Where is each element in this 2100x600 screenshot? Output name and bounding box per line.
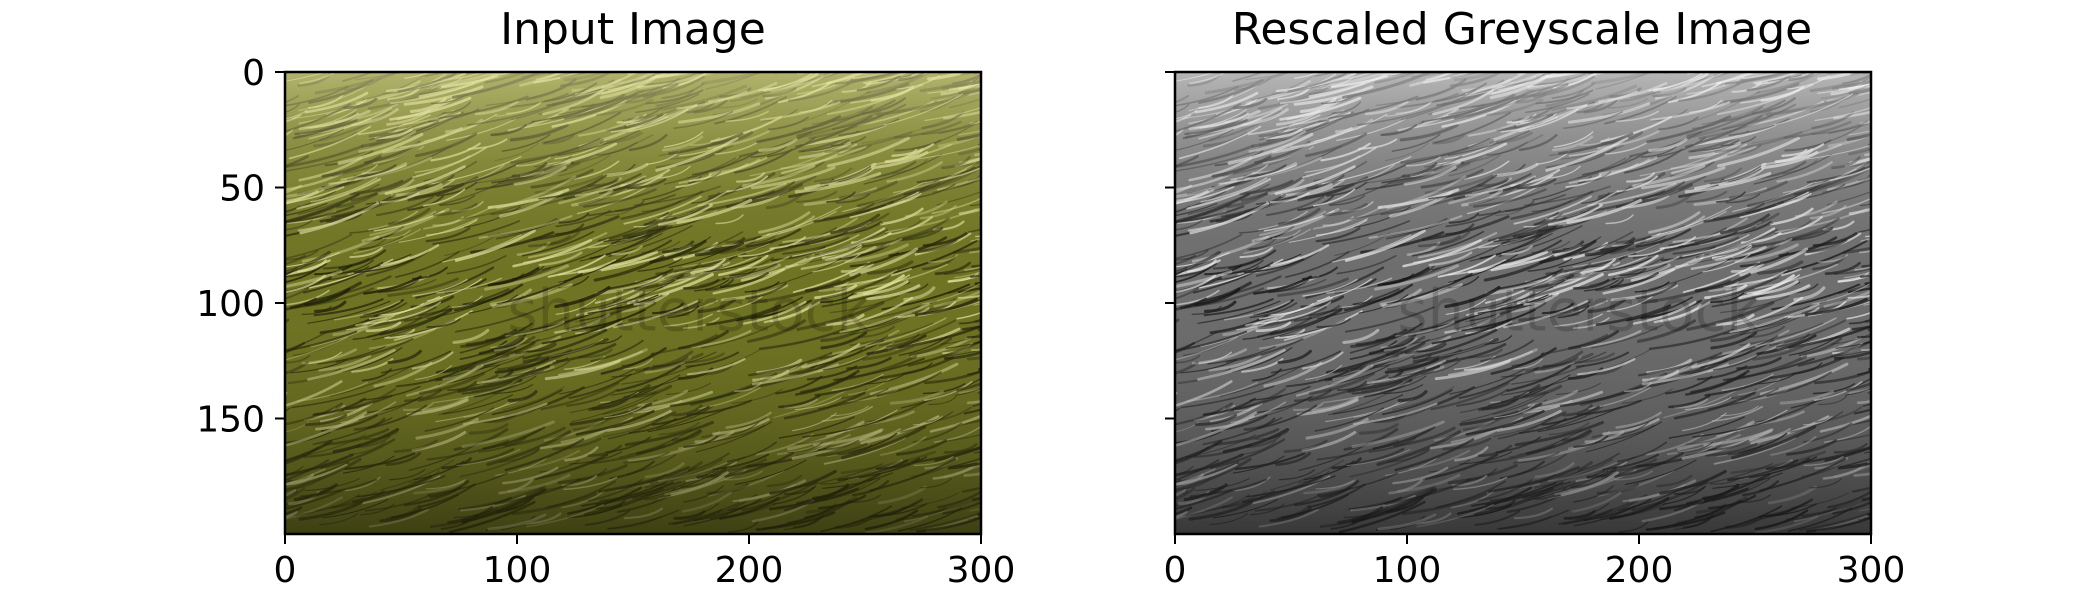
y-tick-label: 0 (242, 53, 265, 94)
watermark-text: shutterstock (507, 277, 870, 345)
x-tick-label: 300 (947, 550, 1016, 591)
input-image-raster: shutterstock (285, 72, 981, 534)
input-image-axes: 0 100 200 300 0 50 100 150 (196, 53, 1015, 591)
greyscale-image-raster: shutterstock (1175, 72, 1871, 534)
x-tick-label: 100 (1373, 550, 1442, 591)
greyscale-image-panel: Rescaled Greyscale Image shutterstock 0 1… (1164, 4, 1906, 591)
input-image-title: Input Image (500, 4, 766, 55)
x-tick-label: 100 (483, 550, 552, 591)
x-tick-label: 0 (1164, 550, 1187, 591)
greyscale-image-title: Rescaled Greyscale Image (1232, 4, 1812, 55)
x-tick-label: 200 (715, 550, 784, 591)
input-image-panel: Input Image shutterstock 0 100 200 300 0 50 10… (196, 4, 1015, 591)
x-tick-label: 0 (274, 550, 297, 591)
watermark-text: shutterstock (1397, 277, 1760, 345)
y-tick-label: 50 (219, 169, 265, 210)
x-tick-label: 200 (1605, 550, 1674, 591)
y-tick-label: 100 (196, 284, 265, 325)
x-tick-label: 300 (1837, 550, 1906, 591)
greyscale-image-axes: 0 100 200 300 (1164, 71, 1906, 591)
y-tick-label: 150 (196, 400, 265, 441)
